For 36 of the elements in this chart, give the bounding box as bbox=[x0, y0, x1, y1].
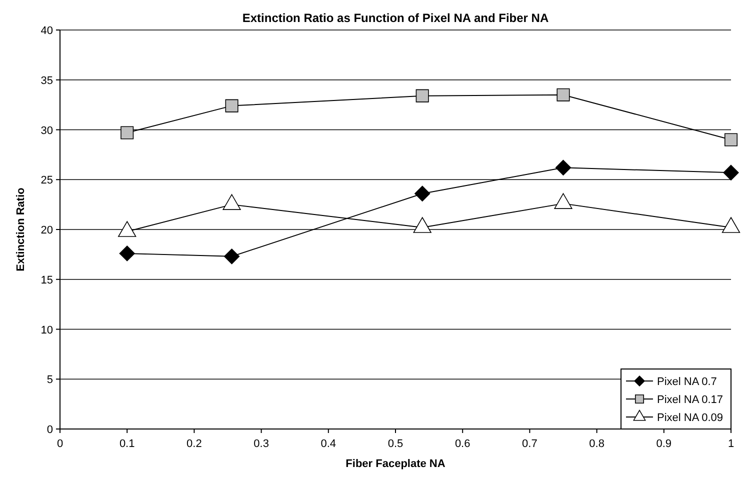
chart-title: Extinction Ratio as Function of Pixel NA and Fiber NA bbox=[242, 11, 549, 25]
legend-label: Pixel NA 0.7 bbox=[657, 376, 717, 388]
point bbox=[414, 186, 430, 202]
x-tick-label: 0 bbox=[56, 438, 64, 450]
point bbox=[556, 88, 570, 102]
legend-label: Pixel NA 0.09 bbox=[657, 412, 724, 424]
y-tick-label: 10 bbox=[40, 324, 53, 336]
y-tick-label: 35 bbox=[40, 74, 53, 87]
y-tick-label: 15 bbox=[40, 274, 53, 286]
point bbox=[724, 133, 738, 146]
point bbox=[119, 246, 135, 262]
y-axis-title: Extinction Ratio bbox=[15, 187, 27, 272]
x-tick-label: 0.4 bbox=[320, 438, 336, 450]
point bbox=[120, 126, 134, 140]
legend-label: Pixel NA 0.17 bbox=[657, 394, 724, 406]
y-tick-label: 5 bbox=[46, 374, 53, 386]
x-tick-label: 0.3 bbox=[254, 438, 269, 450]
y-tick-label: 25 bbox=[40, 174, 53, 187]
x-tick-label: 0.5 bbox=[388, 438, 404, 450]
point bbox=[416, 89, 429, 102]
y-tick-label: 30 bbox=[40, 124, 53, 137]
x-tick-label: 0.9 bbox=[656, 438, 672, 450]
point bbox=[723, 164, 739, 180]
x-tick-label: 1 bbox=[728, 438, 734, 450]
y-tick-label: 0 bbox=[46, 424, 53, 436]
x-tick-label: 0.6 bbox=[454, 438, 470, 450]
point bbox=[224, 248, 240, 264]
y-tick-label: 20 bbox=[40, 224, 53, 236]
x-tick-label: 0.7 bbox=[522, 438, 538, 450]
y-tick-label: 40 bbox=[40, 25, 53, 37]
x-tick-label: 0.2 bbox=[186, 438, 202, 450]
x-tick-label: 0.1 bbox=[119, 438, 135, 450]
x-axis-title: Fiber Faceplate NA bbox=[346, 458, 446, 470]
point bbox=[555, 160, 572, 176]
point bbox=[225, 99, 238, 112]
x-tick-label: 0.8 bbox=[589, 438, 604, 450]
